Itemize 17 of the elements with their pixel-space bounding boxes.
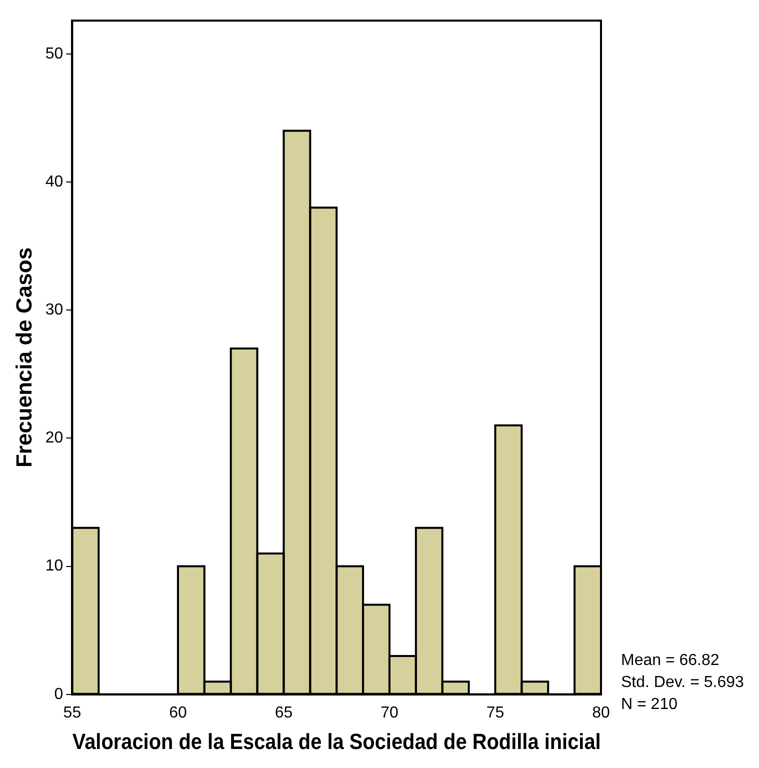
text: N = 210 [621,696,678,713]
y-tick-label: 10 [45,558,64,575]
x-tick-label: 70 [380,704,398,722]
y-tick-label: 50 [45,45,64,62]
text: Mean = 66.82 [621,652,720,669]
x-tick-label: 80 [592,704,610,722]
y-axis-title: Frecuencia de Casos [11,247,36,468]
y-tick-label: 40 [45,173,64,190]
y-tick-label: 30 [45,302,64,319]
x-tick-label: 55 [63,704,82,722]
x-tick-label: 75 [486,704,504,722]
x-tick-label: 60 [169,704,187,722]
y-tick-label: 0 [54,686,64,703]
y-tick-label: 20 [45,430,64,447]
x-tick-label: 65 [274,704,293,722]
text: Std. Dev. = 5.693 [621,674,744,691]
x-axis-title: Valoracion de la Escala de la Sociedad de Rodilla inicial [72,730,601,754]
